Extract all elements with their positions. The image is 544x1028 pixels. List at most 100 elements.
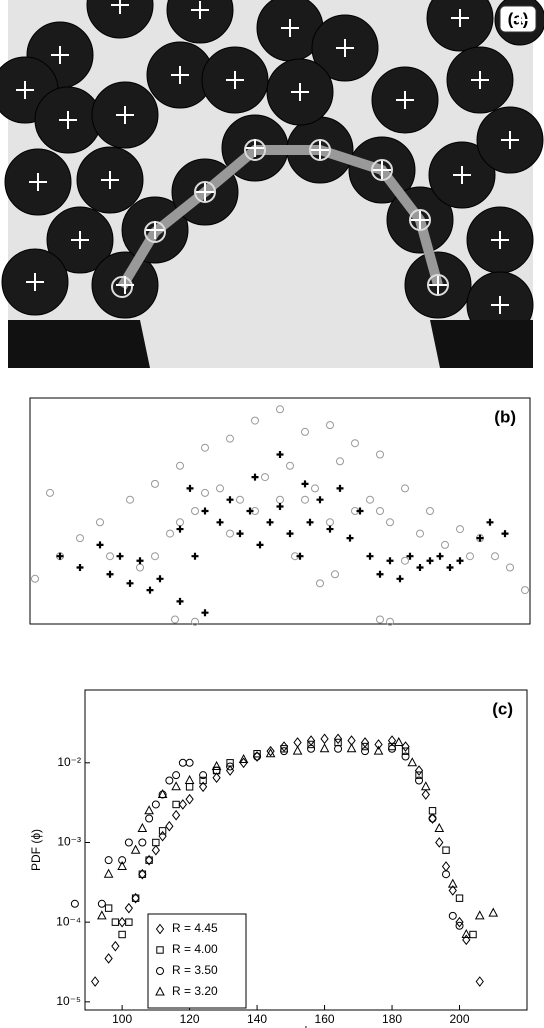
point [416,529,424,538]
point [415,776,424,785]
point [90,976,100,987]
point [360,737,370,748]
particle-cross [501,131,519,149]
point [103,868,114,878]
point [116,552,124,560]
point [401,484,409,493]
x-tick-label: 180 [382,1012,402,1026]
point [124,838,133,847]
plot-frame [29,397,531,625]
point [356,507,364,515]
particle-cross [16,81,34,99]
point [306,518,314,526]
point [118,856,127,865]
point [435,837,444,848]
point [201,507,209,515]
point [156,575,164,583]
point [446,564,454,571]
point [442,870,451,879]
point [386,518,394,527]
particle-cross [491,296,509,314]
point [311,484,319,493]
particle-cross [396,91,414,109]
point [420,781,431,791]
point [191,617,199,626]
point [415,771,423,779]
point [428,813,437,824]
point [165,776,174,785]
point [386,557,394,565]
point [104,953,113,964]
panel-label: (c) [492,699,513,718]
point [456,525,464,534]
point [157,788,168,799]
point [201,609,209,617]
point [442,846,450,854]
particle-cross [116,106,134,124]
point [176,525,184,533]
point [346,534,354,542]
point [151,552,159,561]
point [416,564,424,571]
point [401,747,410,755]
particle-cross [511,11,529,29]
particle-cross [71,231,89,249]
point [246,507,254,515]
point [111,918,120,926]
point [426,557,434,565]
point [506,563,514,572]
point [216,518,224,526]
particle-cross [471,71,489,89]
point [31,574,39,583]
point [253,752,262,761]
point [226,762,235,771]
particle-cross [101,171,119,189]
point [448,911,457,920]
point [261,473,269,482]
point [137,822,148,832]
point [488,907,499,917]
point [334,744,343,753]
point [165,820,174,832]
point [146,586,154,594]
point [279,741,289,752]
point [172,771,181,780]
point [455,894,464,902]
point [436,552,444,560]
point [455,921,464,930]
point [166,529,174,538]
point [296,552,304,560]
point [393,736,404,746]
particle-cross [281,19,299,37]
point [373,745,384,755]
point [184,774,195,784]
point [280,747,289,756]
point [151,800,160,809]
point [216,484,224,493]
point [236,495,244,504]
point [366,552,374,560]
point [252,751,262,762]
point [117,916,127,928]
point [171,615,179,624]
point [307,744,316,753]
point [56,552,64,560]
point [256,541,264,549]
point [158,830,167,842]
point [474,910,485,920]
point [486,518,494,526]
arch-nodes [111,139,449,298]
particle-cross [336,39,354,57]
point [46,488,54,497]
point [447,878,458,888]
point [151,479,159,488]
point [178,799,187,810]
point [306,735,316,746]
point [521,586,529,595]
point [239,757,248,769]
particle-cross [491,231,509,249]
particle-cross [191,1,209,19]
particle-cross [111,0,129,14]
